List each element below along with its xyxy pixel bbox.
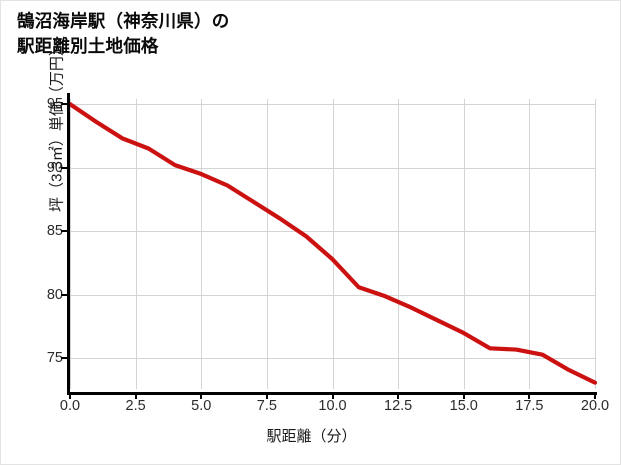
y-axis-tick-label: 90	[46, 159, 63, 176]
y-axis-tick-label: 95	[46, 96, 63, 113]
page-title: 鵠沼海岸駅（神奈川県）の 駅距離別土地価格	[17, 11, 230, 57]
x-axis-tick-mark	[331, 392, 334, 399]
x-axis-tick-mark	[462, 392, 465, 399]
gridline-vertical	[201, 99, 203, 389]
plot-area	[67, 99, 598, 389]
gridline-vertical	[463, 99, 465, 389]
x-axis-tick-label: 20.0	[580, 398, 610, 414]
x-axis-tick-mark	[134, 392, 137, 399]
gridline-vertical	[595, 99, 596, 389]
x-axis-tick-label: 12.5	[384, 398, 413, 414]
y-axis-spine	[67, 93, 70, 395]
gridline-vertical	[332, 99, 334, 389]
x-axis-tick-label: 5.0	[191, 398, 212, 414]
y-axis-tick-mark	[61, 357, 68, 360]
gridline-vertical	[70, 99, 71, 389]
x-axis-tick-mark	[594, 392, 596, 399]
x-axis-tick-label: 17.5	[515, 398, 544, 414]
x-axis-tick-label: 15.0	[449, 398, 478, 414]
y-axis-tick-mark	[61, 293, 68, 296]
y-axis-tick-mark	[61, 166, 68, 169]
x-axis-tick-mark	[200, 392, 203, 399]
x-axis-tick-mark	[528, 392, 531, 399]
x-axis-tick-label: 2.5	[125, 398, 146, 414]
x-axis-tick-mark	[265, 392, 268, 399]
y-axis-tick-label: 75	[46, 350, 63, 367]
line-series-path	[67, 101, 598, 385]
line-series-svg	[67, 101, 598, 385]
y-axis-tick-mark	[61, 103, 68, 106]
gridline-vertical	[398, 99, 400, 389]
x-axis-tick-label: 0.0	[59, 398, 81, 414]
x-axis-tick-label: 7.5	[256, 398, 277, 414]
x-axis-title: 駅距離（分）	[266, 428, 357, 445]
gridline-vertical	[135, 99, 137, 389]
x-axis-tick-mark	[397, 392, 400, 399]
y-axis-tick-label: 85	[46, 223, 63, 240]
y-axis-title: 坪（3.3㎡）単価（万円）	[48, 41, 66, 212]
y-axis-tick-label: 80	[46, 286, 63, 303]
gridline-vertical	[529, 99, 531, 389]
y-axis-tick-labels: 75 80 85 90 95	[23, 1, 63, 464]
gridline-vertical	[266, 99, 268, 389]
x-axis-tick-mark	[69, 392, 71, 399]
x-axis-tick-label: 10.0	[318, 398, 347, 414]
y-axis-tick-mark	[61, 230, 68, 233]
